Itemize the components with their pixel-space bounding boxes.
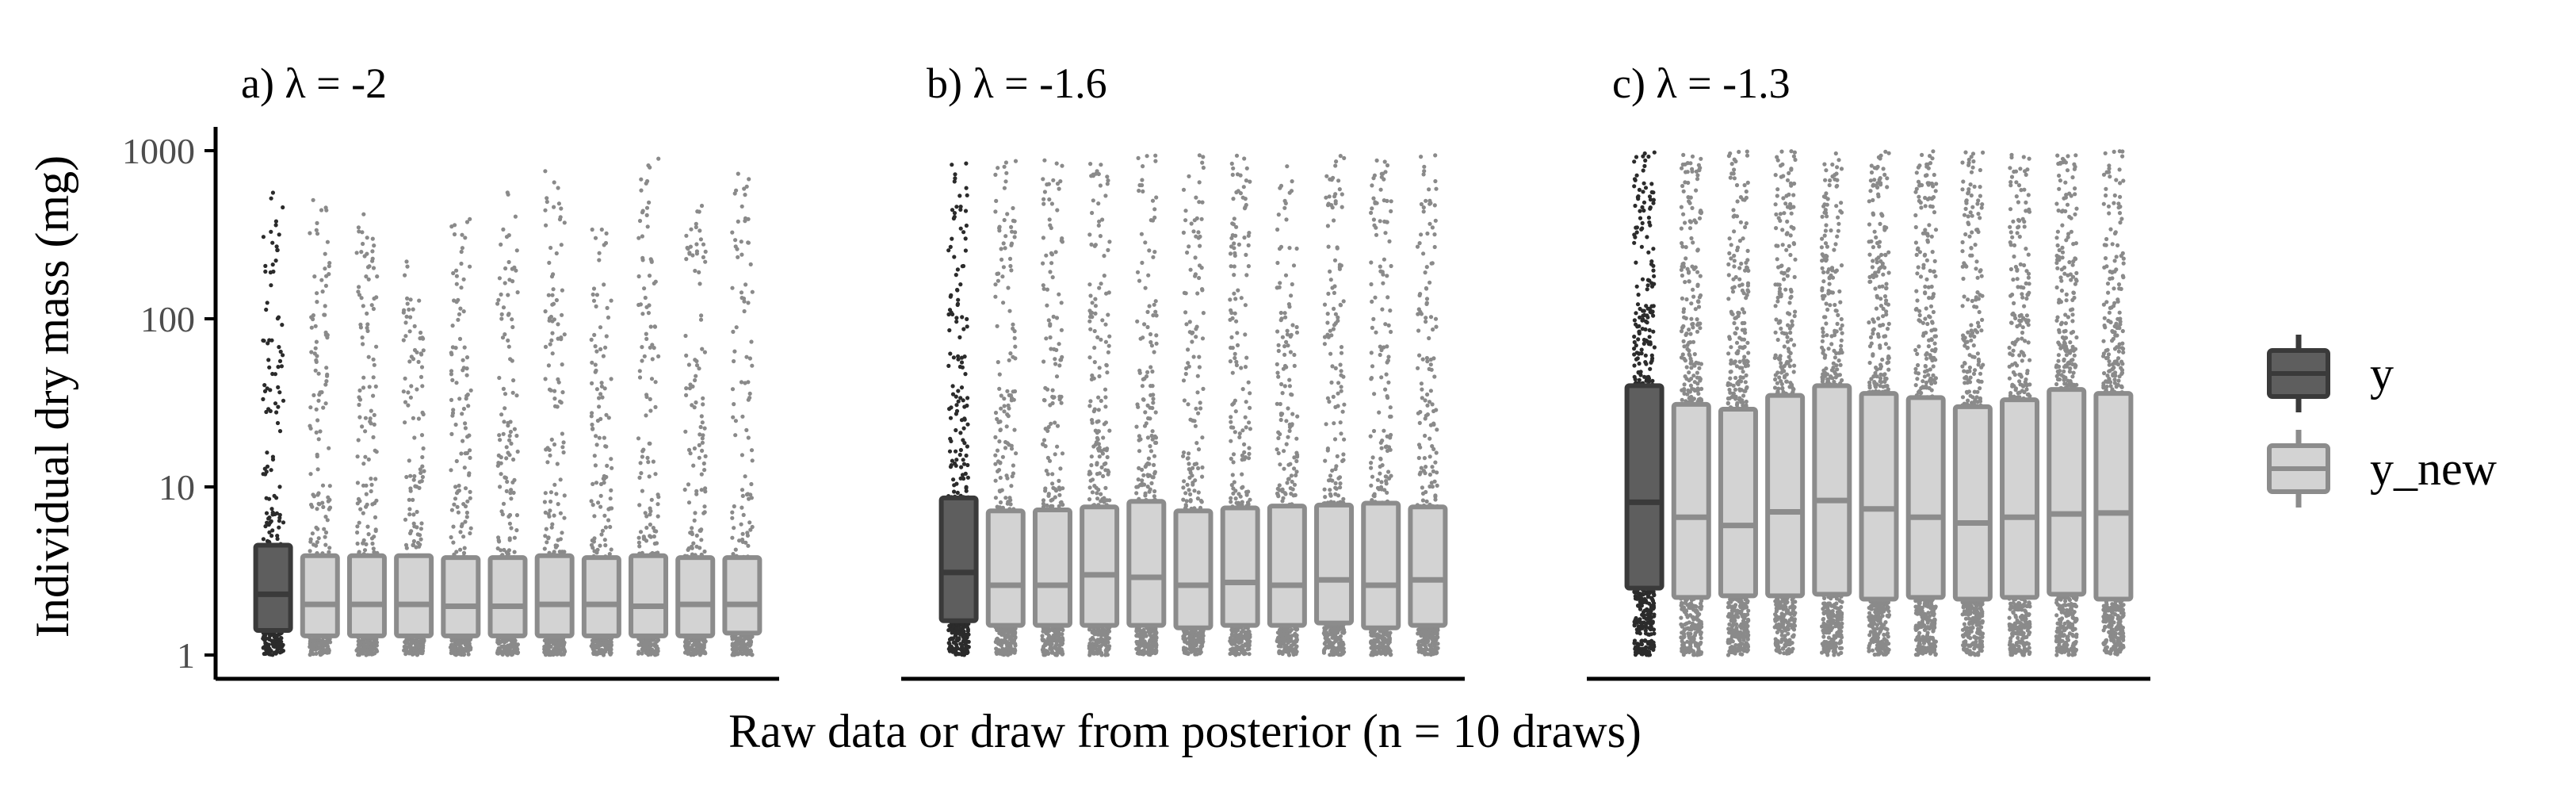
panel-title: a) λ = -2 [241,59,387,107]
box [1173,508,1213,630]
box [985,508,1026,628]
legend: y y_new [2267,335,2498,508]
box [1408,504,1448,628]
box [1671,401,1711,600]
box [1080,504,1120,628]
y-tick-label: 1 [177,635,195,676]
y-tick-label: 10 [159,467,195,508]
box [1126,499,1167,628]
box [1361,500,1401,630]
legend-item-y-new: y_new [2267,430,2498,508]
box [722,555,762,636]
box [1624,383,1664,591]
box [1905,395,1946,600]
box [581,555,621,638]
box [938,495,979,623]
box [534,553,575,638]
box [394,553,434,638]
panel-title: c) λ = -1.3 [1612,59,1791,107]
axes-layer: 1 10 100 1000 a) λ = -2 b) λ = -1.6 c) λ = -1.… [122,59,2150,681]
boxplots-layer [253,383,2134,638]
legend-item-y: y [2267,335,2394,412]
box [1812,383,1852,597]
box [346,553,387,638]
box [487,555,528,638]
box [675,555,716,638]
box [1718,406,1758,599]
box [1314,502,1355,626]
panel-title: b) λ = -1.6 [927,59,1107,107]
box [1220,505,1260,628]
box [1032,507,1072,628]
box [1952,404,1993,602]
box [629,553,669,638]
x-axis-label: Raw data or draw from posterior (n = 10 … [728,705,1642,757]
y-tick-label: 1000 [122,131,195,171]
y-axis-label: Individual dry mass (mg) [26,155,78,638]
box [2000,397,2040,600]
box [1859,391,1899,602]
legend-label-y-new: y_new [2370,442,2498,495]
box [2047,387,2087,597]
box [2093,391,2134,602]
y-tick-label: 100 [140,299,195,339]
box [1765,393,1806,599]
box [441,555,481,638]
legend-label-y: y [2370,347,2394,400]
box [1267,504,1307,628]
box [253,542,293,634]
box [300,553,340,638]
